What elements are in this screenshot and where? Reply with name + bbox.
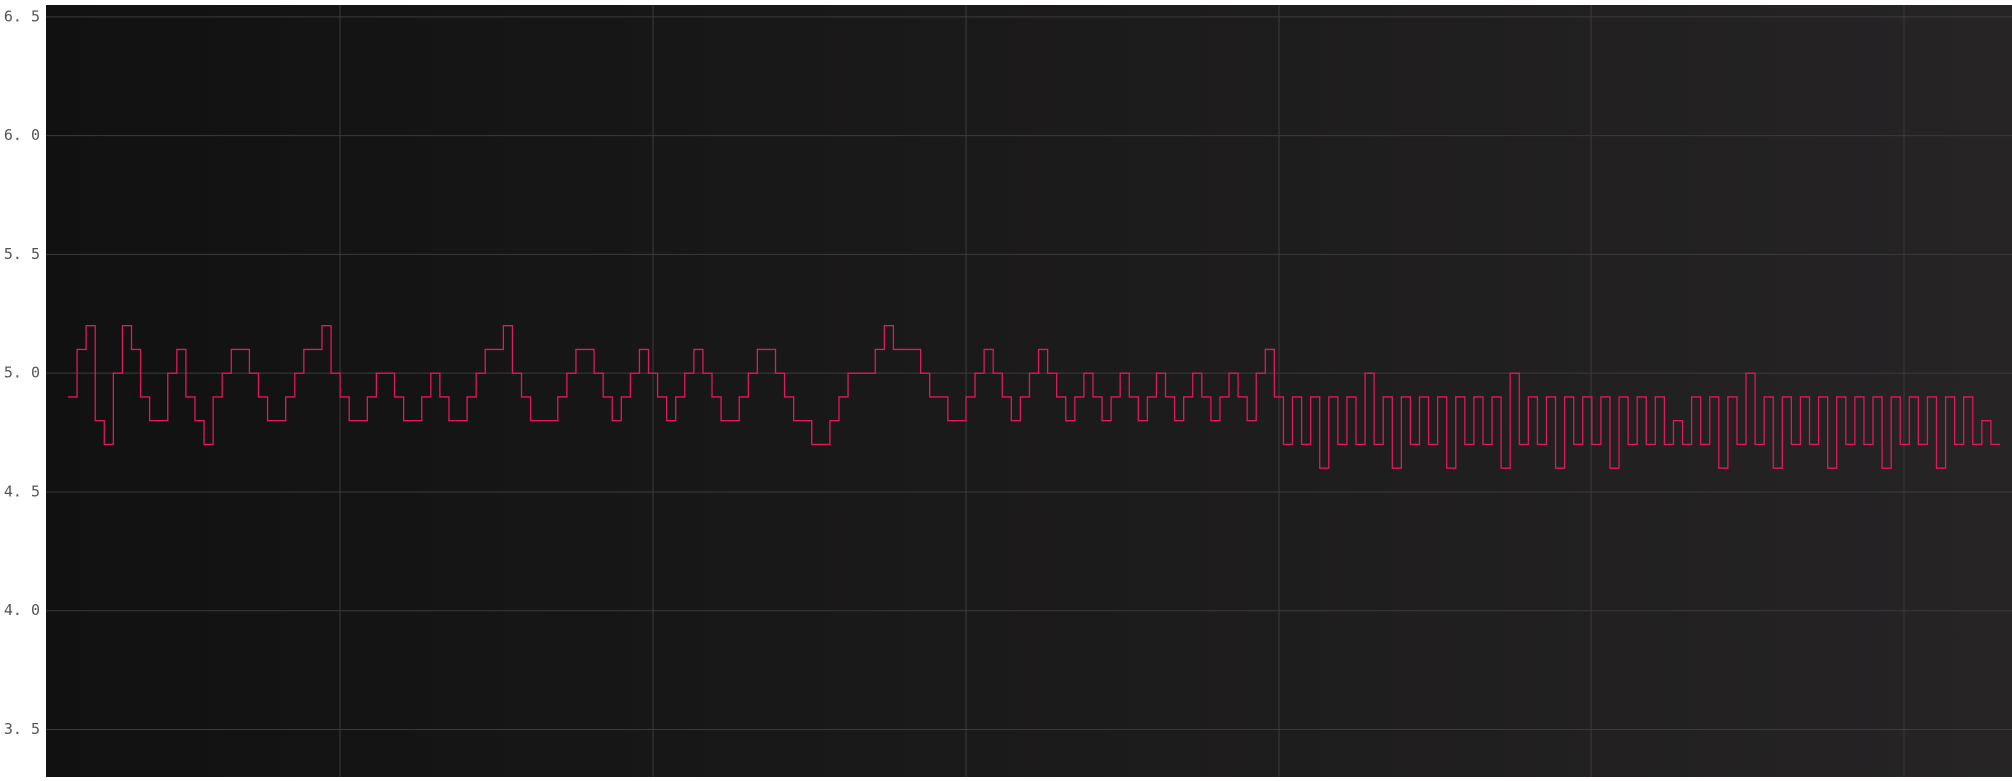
y-tick-label: 4. 5 [4, 482, 40, 500]
y-tick-label: 5. 5 [4, 245, 40, 263]
y-tick-label: 3. 5 [4, 720, 40, 738]
y-tick-label: 5. 0 [4, 364, 40, 382]
vertical-grid [339, 5, 1905, 777]
y-tick-label: 6. 5 [4, 7, 40, 25]
signal-line [68, 325, 2000, 469]
y-tick-label: 6. 0 [4, 126, 40, 144]
y-tick-label: 4. 0 [4, 601, 40, 619]
